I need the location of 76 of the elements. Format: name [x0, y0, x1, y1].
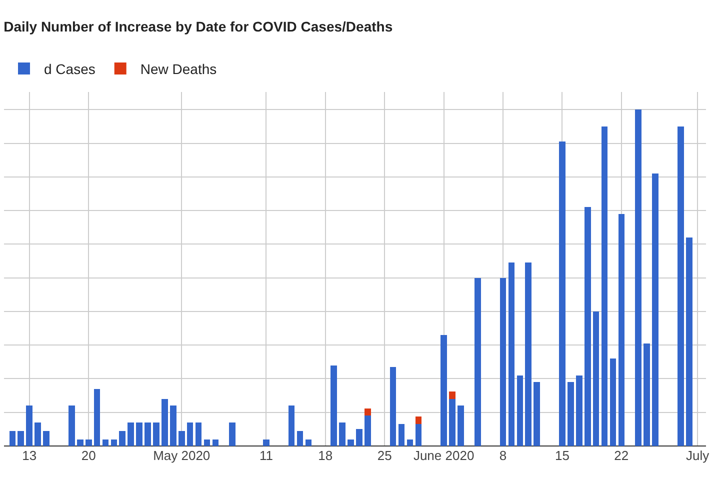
bar — [568, 382, 574, 446]
bar — [390, 366, 396, 446]
bar — [686, 237, 692, 446]
bar — [635, 110, 642, 446]
bar — [94, 388, 100, 446]
bar — [128, 422, 134, 446]
bar — [584, 207, 591, 446]
bar — [516, 375, 524, 446]
bar — [186, 422, 194, 446]
bar — [85, 439, 92, 446]
bar — [9, 430, 16, 446]
x-tick-label: 22 — [614, 448, 629, 463]
bar — [677, 126, 684, 446]
bar — [212, 439, 219, 446]
bar — [508, 262, 515, 446]
bar — [296, 430, 304, 446]
x-tick-label: 20 — [81, 448, 96, 463]
bar — [576, 375, 582, 446]
x-tick-label: July — [686, 448, 710, 463]
bar — [449, 398, 456, 446]
bar — [534, 382, 540, 446]
bar — [195, 422, 202, 446]
bar — [144, 422, 151, 446]
bar — [440, 335, 447, 446]
bar — [263, 439, 270, 446]
bar — [644, 343, 650, 446]
bar — [34, 422, 41, 446]
bar — [288, 406, 295, 446]
bar — [398, 424, 405, 446]
bar — [415, 424, 422, 446]
x-tick-label: June 2020 — [413, 448, 474, 463]
bar — [204, 439, 210, 446]
bar — [178, 430, 185, 446]
legend-label: d Cases — [44, 60, 96, 77]
bar — [356, 429, 362, 446]
bar — [525, 262, 532, 446]
bar — [559, 142, 566, 446]
bar — [110, 439, 118, 446]
bar — [474, 278, 481, 446]
bar — [339, 422, 346, 446]
bar — [162, 398, 168, 446]
bar — [652, 174, 658, 446]
bar — [415, 416, 422, 424]
x-tick-label: 13 — [22, 448, 37, 463]
bar — [406, 439, 414, 446]
x-tick-label: May 2020 — [153, 448, 210, 463]
bar — [18, 430, 24, 446]
bar — [330, 365, 338, 446]
bar — [68, 406, 75, 446]
bar — [449, 392, 456, 399]
bar — [76, 439, 84, 446]
bar — [458, 406, 464, 446]
x-tick-label: 8 — [499, 448, 507, 463]
x-tick-label: 25 — [377, 448, 392, 463]
bar — [592, 311, 600, 446]
bar — [601, 126, 608, 446]
bar — [170, 406, 176, 446]
bar — [500, 278, 506, 446]
bar — [153, 422, 160, 446]
bar — [364, 416, 371, 446]
bar — [364, 408, 371, 416]
bar — [136, 422, 142, 446]
bar — [610, 358, 616, 446]
bar — [229, 422, 236, 446]
legend-label: New Deaths — [140, 60, 217, 77]
bar — [119, 430, 126, 446]
x-tick-label: 18 — [318, 448, 333, 463]
bar — [618, 214, 625, 446]
bar — [26, 406, 33, 446]
chart-title: Daily Number of Increase by Date for COVID Cases/Deaths — [4, 18, 393, 34]
bar — [102, 439, 109, 446]
x-tick-label: 15 — [554, 448, 570, 463]
bar — [43, 430, 50, 446]
bar — [348, 439, 354, 446]
x-tick-label: 11 — [259, 448, 273, 463]
bar — [305, 439, 312, 446]
